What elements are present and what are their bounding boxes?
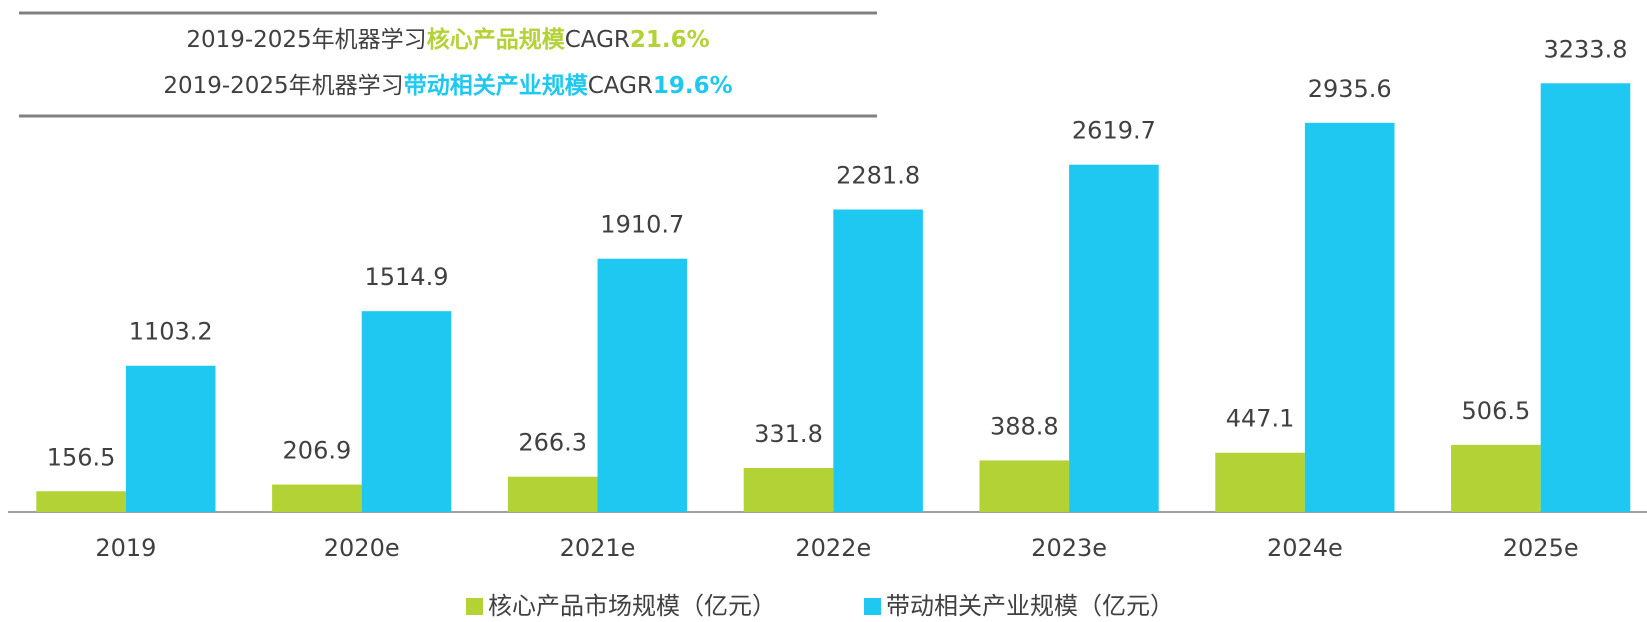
data-label: 266.3 bbox=[518, 429, 587, 457]
bar bbox=[1540, 83, 1631, 512]
annotation-value: 21.6% bbox=[630, 27, 710, 53]
annotation-value: 19.6% bbox=[653, 73, 733, 99]
data-label: 2281.8 bbox=[836, 161, 920, 189]
bar bbox=[36, 491, 126, 512]
annotation: 2019-2025年机器学习带动相关产业规模CAGR19.6% bbox=[163, 72, 732, 99]
annotation-text: CAGR bbox=[565, 27, 630, 53]
legend-label: 核心产品市场规模（亿元） bbox=[488, 592, 776, 620]
data-label: 1514.9 bbox=[365, 263, 449, 291]
data-label: 331.8 bbox=[754, 420, 823, 448]
annotation-highlight: 带动相关产业规模 bbox=[404, 72, 589, 99]
data-label: 206.9 bbox=[283, 437, 352, 465]
data-label: 2619.7 bbox=[1072, 117, 1156, 145]
data-label: 3233.8 bbox=[1544, 35, 1628, 63]
annotation: 2019-2025年机器学习核心产品规模CAGR21.6% bbox=[186, 26, 709, 53]
bar bbox=[272, 484, 362, 512]
x-tick-label: 2025e bbox=[1503, 534, 1579, 562]
bar bbox=[1304, 122, 1395, 513]
x-tick-label: 2023e bbox=[1031, 534, 1107, 562]
bar bbox=[1215, 452, 1305, 512]
legend-swatch bbox=[864, 598, 881, 615]
x-tick-label: 2020e bbox=[324, 534, 400, 562]
bar bbox=[743, 468, 834, 512]
bar bbox=[979, 460, 1070, 512]
bar bbox=[507, 476, 598, 512]
legend-label: 带动相关产业规模（亿元） bbox=[886, 592, 1174, 620]
data-label: 1103.2 bbox=[129, 318, 213, 346]
bar bbox=[833, 209, 923, 512]
bar bbox=[1069, 164, 1159, 512]
data-label: 2935.6 bbox=[1308, 75, 1392, 103]
data-label: 1910.7 bbox=[600, 211, 684, 239]
x-tick-label: 2024e bbox=[1267, 534, 1343, 562]
x-tick-label: 2019 bbox=[95, 534, 156, 562]
bar bbox=[1451, 444, 1541, 512]
bar bbox=[125, 365, 216, 512]
annotation-highlight: 核心产品规模 bbox=[427, 26, 566, 53]
bar bbox=[597, 258, 688, 512]
annotation-text: CAGR bbox=[588, 73, 653, 99]
legend-swatch bbox=[466, 598, 483, 615]
data-label: 447.1 bbox=[1226, 405, 1295, 433]
data-label: 388.8 bbox=[990, 412, 1059, 440]
bar bbox=[361, 311, 452, 512]
data-label: 506.5 bbox=[1462, 397, 1531, 425]
x-tick-label: 2022e bbox=[795, 534, 871, 562]
annotation-text: 2019-2025年机器学习 bbox=[186, 27, 426, 53]
data-label: 156.5 bbox=[47, 443, 116, 471]
annotation-text: 2019-2025年机器学习 bbox=[163, 73, 403, 99]
x-tick-label: 2021e bbox=[560, 534, 636, 562]
